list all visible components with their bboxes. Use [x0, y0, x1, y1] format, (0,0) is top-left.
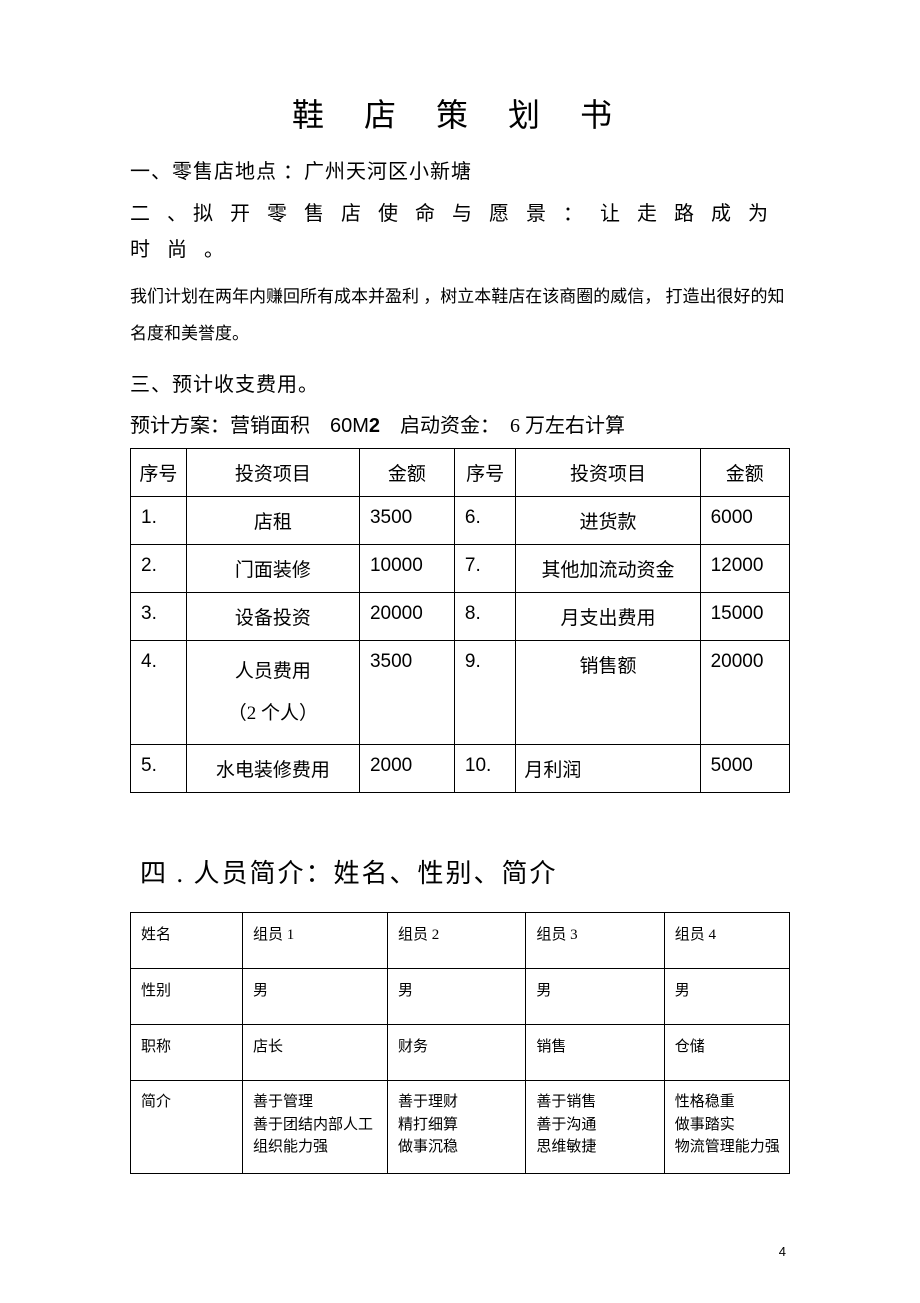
header-amount-2: 金额	[700, 448, 789, 496]
cell: 组员 4	[664, 913, 789, 969]
cell: 仓储	[664, 1025, 789, 1081]
cell: 店租	[186, 496, 359, 544]
cell: 1.	[131, 496, 187, 544]
cell: 性别	[131, 969, 243, 1025]
plan-prefix: 预计方案：营销面积	[130, 415, 310, 437]
budget-table: 序号 投资项目 金额 序号 投资项目 金额 1. 店租 3500 6. 进货款 …	[130, 448, 790, 794]
plan-capital-label: 启动资金：	[400, 415, 500, 437]
cell: 10.	[454, 745, 515, 793]
plan-area-number: 60M	[330, 415, 369, 437]
page-number: 4	[130, 1244, 790, 1259]
cell: 2000	[359, 745, 454, 793]
cell: 6000	[700, 496, 789, 544]
plan-area-sub: 2	[369, 415, 380, 437]
cell: 善于销售善于沟通思维敏捷	[526, 1081, 664, 1174]
cell: 3500	[359, 496, 454, 544]
header-seq-2: 序号	[454, 448, 515, 496]
table-row: 简介 善于管理善于团结内部人工组织能力强 善于理财精打细算做事沉稳 善于销售善于…	[131, 1081, 790, 1174]
plan-capital-value: 6 万左右计算	[510, 415, 625, 437]
header-item-2: 投资项目	[516, 448, 700, 496]
document-title: 鞋 店 策 划 书	[130, 90, 790, 136]
cell: 善于理财精打细算做事沉稳	[387, 1081, 525, 1174]
header-item-1: 投资项目	[186, 448, 359, 496]
cell: 姓名	[131, 913, 243, 969]
cell: 男	[387, 969, 525, 1025]
table-row: 1. 店租 3500 6. 进货款 6000	[131, 496, 790, 544]
cell: 其他加流动资金	[516, 544, 700, 592]
cell: 设备投资	[186, 592, 359, 640]
section-1-heading: 一、零售店地点 ：广州天河区小新塘	[130, 154, 790, 190]
table-row: 姓名 组员 1 组员 2 组员 3 组员 4	[131, 913, 790, 969]
cell: 3500	[359, 640, 454, 745]
table-row: 3. 设备投资 20000 8. 月支出费用 15000	[131, 592, 790, 640]
cell: 善于管理善于团结内部人工组织能力强	[243, 1081, 388, 1174]
cell: 5000	[700, 745, 789, 793]
section-2-heading: 二 、拟 开 零 售 店 使 命 与 愿 景 ： 让 走 路 成 为 时 尚 。	[130, 196, 790, 268]
table-row: 4. 人员费用（2 个人） 3500 9. 销售额 20000	[131, 640, 790, 745]
cell: 月利润	[516, 745, 700, 793]
cell: 人员费用（2 个人）	[186, 640, 359, 745]
header-seq-1: 序号	[131, 448, 187, 496]
cell: 15000	[700, 592, 789, 640]
cell: 20000	[359, 592, 454, 640]
section-4-heading: 四 . 人员简介：姓名、性别、简介	[140, 853, 790, 890]
cell: 组员 3	[526, 913, 664, 969]
cell: 水电装修费用	[186, 745, 359, 793]
cell: 职称	[131, 1025, 243, 1081]
cell: 销售额	[516, 640, 700, 745]
personnel-table: 姓名 组员 1 组员 2 组员 3 组员 4 性别 男 男 男 男 职称 店长 …	[130, 912, 790, 1174]
cell: 组员 2	[387, 913, 525, 969]
table-row: 性别 男 男 男 男	[131, 969, 790, 1025]
cell: 2.	[131, 544, 187, 592]
cell: 店长	[243, 1025, 388, 1081]
table-row: 职称 店长 财务 销售 仓储	[131, 1025, 790, 1081]
cell: 5.	[131, 745, 187, 793]
body-paragraph-1: 我们计划在两年内赚回所有成本并盈利 ，树立本鞋店在该商圈的威信， 打造出很好的知…	[130, 278, 790, 353]
cell: 财务	[387, 1025, 525, 1081]
cell: 组员 1	[243, 913, 388, 969]
cell: 简介	[131, 1081, 243, 1174]
cell: 10000	[359, 544, 454, 592]
section-3-heading: 三、预计收支费用。	[130, 367, 790, 403]
cell: 性格稳重做事踏实物流管理能力强	[664, 1081, 789, 1174]
cell: 6.	[454, 496, 515, 544]
cell: 8.	[454, 592, 515, 640]
cell: 9.	[454, 640, 515, 745]
cell: 男	[243, 969, 388, 1025]
table-row: 5. 水电装修费用 2000 10. 月利润 5000	[131, 745, 790, 793]
cell: 男	[664, 969, 789, 1025]
header-amount-1: 金额	[359, 448, 454, 496]
cell: 20000	[700, 640, 789, 745]
cell: 4.	[131, 640, 187, 745]
cell: 门面装修	[186, 544, 359, 592]
cell: 销售	[526, 1025, 664, 1081]
cell: 进货款	[516, 496, 700, 544]
cell: 男	[526, 969, 664, 1025]
table-row: 2. 门面装修 10000 7. 其他加流动资金 12000	[131, 544, 790, 592]
cell: 7.	[454, 544, 515, 592]
cell: 3.	[131, 592, 187, 640]
cell: 月支出费用	[516, 592, 700, 640]
plan-summary: 预计方案：营销面积 60M2 启动资金： 6 万左右计算	[130, 409, 790, 438]
table-header-row: 序号 投资项目 金额 序号 投资项目 金额	[131, 448, 790, 496]
cell: 12000	[700, 544, 789, 592]
